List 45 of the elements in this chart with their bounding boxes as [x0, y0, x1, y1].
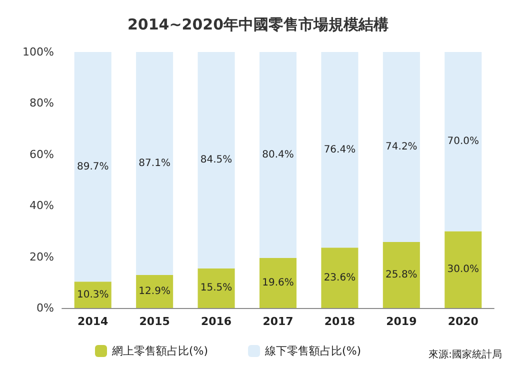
data-label: 70.0% — [447, 136, 480, 148]
bar — [321, 248, 358, 308]
bar — [444, 231, 482, 308]
bar — [259, 52, 297, 258]
y-tick-label: 60% — [30, 148, 54, 161]
x-tick-label: 2015 — [139, 315, 170, 328]
y-tick-label: 40% — [30, 199, 54, 212]
data-label: 12.9% — [138, 286, 170, 297]
data-label: 74.2% — [386, 141, 418, 152]
data-label: 87.1% — [138, 158, 170, 169]
data-label: 80.4% — [262, 149, 294, 160]
bar — [198, 268, 235, 308]
bar — [259, 258, 297, 308]
x-tick-label: 2019 — [386, 315, 417, 328]
data-label: 84.5% — [200, 154, 232, 166]
legend-label: 網上零售額占比(%) — [111, 344, 208, 358]
data-label: 25.8% — [386, 269, 418, 280]
y-tick-label: 100% — [22, 46, 54, 58]
data-label: 76.4% — [324, 144, 356, 156]
text: 來源:國家統計局 — [428, 348, 502, 360]
x-tick-label: 2020 — [448, 315, 479, 328]
bar — [74, 52, 112, 282]
data-label: 10.3% — [76, 289, 109, 300]
x-tick-label: 2016 — [200, 315, 232, 328]
data-label: 89.7% — [76, 161, 109, 172]
legend-label: 線下零售額占比(%) — [264, 344, 362, 358]
bar — [74, 282, 112, 308]
bar — [198, 52, 235, 268]
x-tick-label: 2018 — [324, 315, 356, 328]
bar — [382, 242, 420, 308]
y-tick-label: 0% — [36, 302, 54, 314]
y-tick-label: 20% — [30, 250, 54, 264]
bar — [136, 274, 174, 308]
bar — [382, 52, 420, 242]
bar — [136, 52, 174, 275]
data-label: 23.6% — [324, 272, 356, 284]
bar — [321, 52, 358, 248]
data-label: 30.0% — [447, 264, 480, 276]
x-tick-label: 2017 — [262, 315, 294, 328]
data-label: 19.6% — [262, 277, 294, 288]
x-tick-label: 2014 — [78, 315, 109, 328]
data-label: 15.5% — [200, 282, 232, 294]
chart-title: 2014~2020年中國零售市場規模結構 — [127, 16, 389, 34]
bar — [444, 52, 482, 232]
y-tick-label: 80% — [30, 96, 54, 110]
